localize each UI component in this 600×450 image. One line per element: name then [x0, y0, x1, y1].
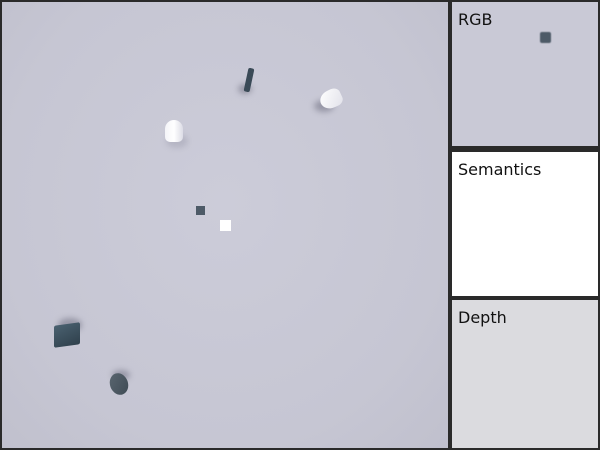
rgb-view-object: [540, 32, 551, 43]
small-white-cube-object: [220, 220, 231, 231]
depth-panel-label: Depth: [458, 308, 507, 327]
main-scene-view[interactable]: [2, 2, 448, 448]
white-cylinder-object: [165, 120, 183, 142]
semantics-panel[interactable]: Semantics: [452, 152, 598, 296]
rgb-panel-label: RGB: [458, 10, 493, 29]
dark-box-object: [54, 322, 80, 348]
depth-panel[interactable]: Depth: [452, 300, 598, 448]
thin-post-object: [243, 67, 255, 93]
semantics-panel-label: Semantics: [458, 160, 542, 179]
small-dark-cube-object: [196, 206, 205, 215]
rgb-panel[interactable]: RGB: [452, 2, 598, 146]
